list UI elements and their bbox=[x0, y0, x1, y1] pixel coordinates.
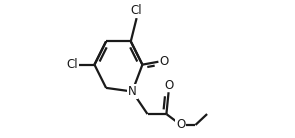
Text: Cl: Cl bbox=[131, 4, 142, 17]
Text: O: O bbox=[160, 55, 169, 68]
Text: O: O bbox=[176, 118, 186, 132]
Text: O: O bbox=[164, 79, 173, 91]
Text: Cl: Cl bbox=[67, 58, 78, 71]
Text: N: N bbox=[128, 85, 137, 98]
